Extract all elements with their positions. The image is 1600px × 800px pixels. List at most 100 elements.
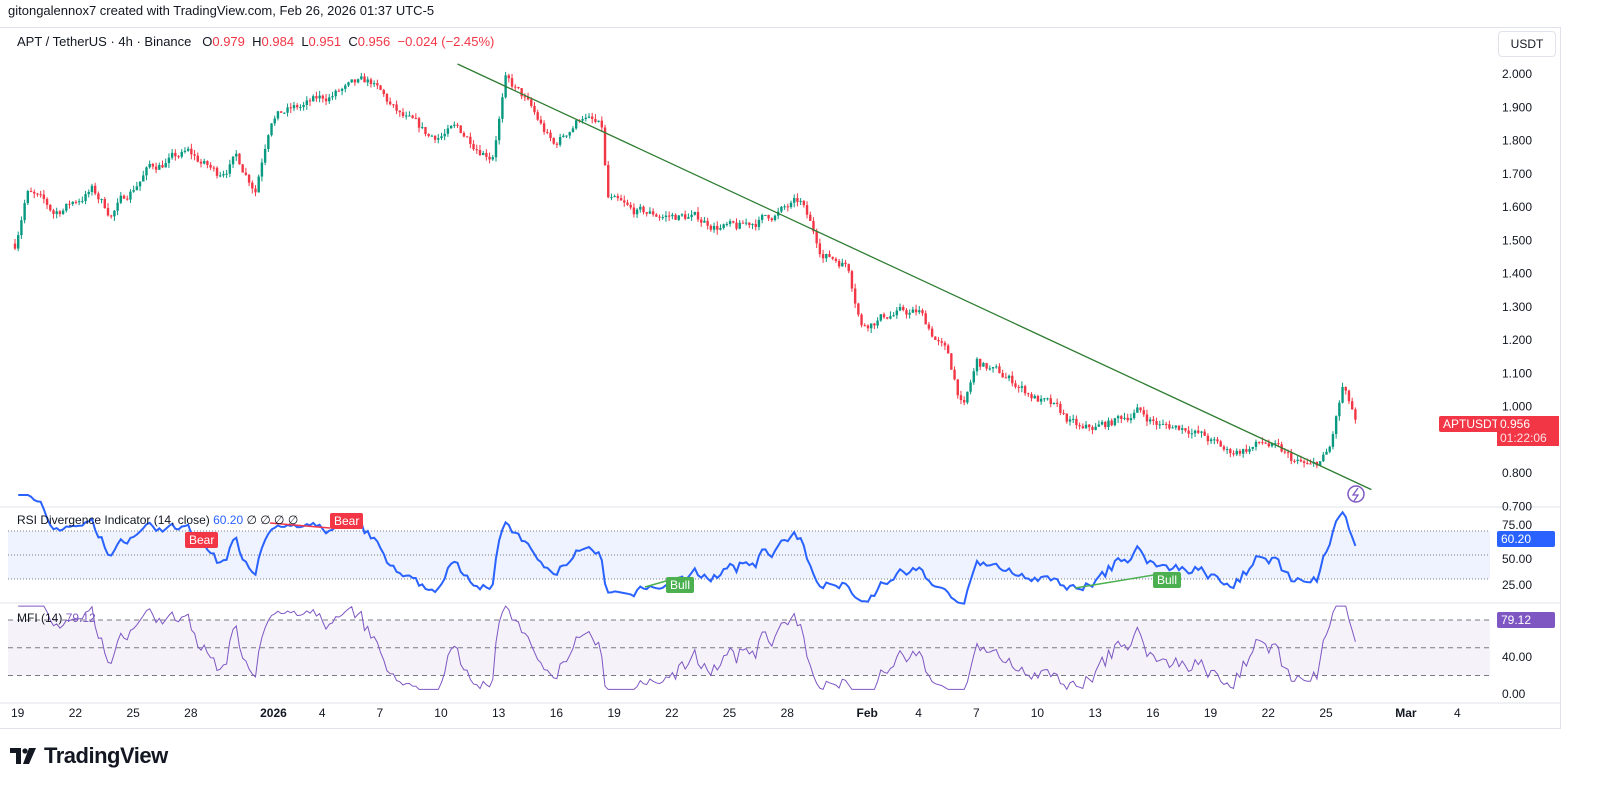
candle-body (568, 132, 571, 136)
candle-body (889, 316, 892, 319)
open-value: 0.979 (212, 34, 245, 49)
tradingview-logo[interactable]: TradingView (10, 743, 168, 769)
candle-body (853, 288, 857, 304)
candle-body (645, 212, 648, 214)
candle-body (722, 224, 725, 228)
time-axis-label: 25 (126, 706, 140, 720)
candle-body (1200, 431, 1203, 433)
candle-body (658, 216, 661, 218)
candle-body (571, 128, 575, 133)
candle-body (45, 198, 49, 205)
candle-body (1302, 461, 1306, 463)
candle-body (1075, 418, 1078, 426)
candle-body (26, 191, 30, 204)
price-axis-label: 1.600 (1502, 200, 1532, 214)
candle-body (1004, 377, 1008, 379)
rsi-axis-label: 75.00 (1502, 518, 1532, 532)
lightning-icon (1351, 487, 1360, 502)
time-axis-label: 4 (319, 706, 326, 720)
candle-body (158, 165, 161, 170)
candle-body (485, 152, 488, 157)
candle-body (991, 367, 995, 369)
candle-body (347, 82, 350, 86)
candle-body (379, 85, 382, 90)
candle-body (225, 173, 228, 175)
candle-body (607, 164, 610, 198)
candle-body (167, 157, 171, 164)
candle-body (979, 358, 982, 367)
candle-body (1007, 375, 1011, 379)
candle-body (805, 205, 809, 215)
candle-body (523, 96, 527, 98)
candle-body (206, 161, 209, 165)
candle-body (209, 164, 212, 168)
candle-body (29, 191, 33, 193)
time-axis-label: 16 (550, 706, 564, 720)
currency-button[interactable]: USDT (1498, 31, 1556, 57)
candle-body (815, 231, 818, 244)
candle-body (1001, 373, 1004, 378)
candle-body (279, 111, 283, 113)
candle-body (783, 206, 786, 208)
candle-body (174, 152, 177, 157)
time-axis-label: 10 (434, 706, 448, 720)
candle-body (748, 222, 751, 225)
candle-body (671, 214, 674, 217)
candle-body (562, 135, 565, 137)
candle-body (937, 339, 940, 342)
candle-body (1088, 424, 1091, 428)
candle-body (283, 112, 286, 114)
candle-body (302, 104, 305, 108)
candle-body (238, 153, 241, 165)
rsi-axis-label: 25.00 (1502, 578, 1532, 592)
candle-body (796, 198, 799, 202)
tradingview-logo-icon (10, 748, 36, 764)
candle-body (767, 214, 770, 219)
candle-body (1277, 443, 1280, 445)
candle-body (1322, 454, 1325, 462)
candle-body (372, 83, 376, 85)
candle-body (834, 258, 838, 261)
candle-body (1296, 459, 1299, 462)
candle-body (687, 217, 690, 219)
candle-body (1078, 425, 1081, 427)
time-axis-label: 28 (184, 706, 198, 720)
candle-body (1100, 421, 1104, 425)
candle-body (751, 223, 754, 225)
time-axis-label: 25 (723, 706, 737, 720)
symbol-info[interactable]: APT / TetherUS · 4h · Binance (17, 34, 192, 49)
candle-body (789, 202, 793, 208)
candle-body (757, 219, 761, 227)
candle-body (536, 112, 539, 120)
candle-body (908, 312, 911, 315)
candle-body (619, 198, 623, 201)
candle-body (366, 79, 369, 83)
candle-body (1084, 424, 1088, 429)
rsi-legend[interactable]: RSI Divergence Indicator (14, close) 60.… (17, 513, 298, 527)
candle-body (1046, 398, 1049, 400)
candle-body (1309, 463, 1312, 465)
candle-body (58, 211, 62, 214)
candle-body (193, 154, 196, 156)
candle-body (985, 363, 988, 369)
candle-body (77, 201, 81, 203)
candle-body (594, 118, 597, 122)
time-axis-label: 19 (607, 706, 621, 720)
candle-body (1245, 449, 1248, 452)
candle-body (488, 156, 491, 160)
bull-divergence-label: Bull (1153, 572, 1182, 588)
candle-body (1197, 430, 1200, 433)
time-axis-label: 22 (665, 706, 679, 720)
candle-body (661, 217, 664, 219)
candle-body (270, 123, 273, 136)
price-axis-label: 1.900 (1502, 100, 1532, 114)
candle-body (1334, 416, 1338, 435)
candle-body (433, 135, 437, 140)
mfi-legend[interactable]: MFI (14) 79.12 (17, 611, 96, 625)
candle-body (1177, 425, 1181, 430)
candle-body (17, 235, 20, 249)
candle-body (1120, 416, 1123, 419)
candle-body (918, 310, 921, 313)
candle-body (921, 310, 924, 314)
